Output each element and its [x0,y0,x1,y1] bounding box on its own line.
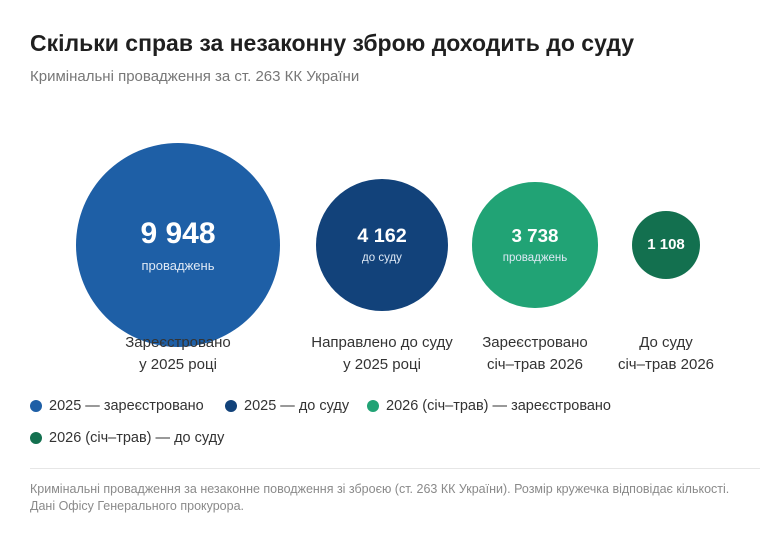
caption-line-1: До суду [639,334,693,351]
bubble-caption: Зареєстровано у 2025 році [83,332,273,376]
bubble-2: 4 162 до суду [316,179,448,311]
caption-line-2: січ–трав 2026 [617,356,715,373]
legend-swatch [225,400,237,412]
footer-divider [30,468,760,469]
bubble-unit-label: проваджень [141,258,215,273]
bubble-caption: До суду січ–трав 2026 [571,332,761,376]
caption-line-1: Зареєстровано [125,334,231,351]
legend-label: 2025 — до суду [244,398,350,414]
chart-subtitle: Кримінальні провадження за ст. 263 КК Ук… [30,68,360,85]
bubble-3: 3 738 проваджень [472,182,598,308]
bubble-unit-label: до суду [362,252,402,265]
source-note: Кримінальні провадження за незаконне пов… [30,482,730,513]
legend-item: 2026 (січ–трав) — зареєстровано [367,398,611,414]
legend-swatch [30,400,42,412]
bubble-value-label: 4 162 [357,224,407,247]
bubble-value-label: 1 108 [647,235,685,253]
caption-line-1: Направлено до суду [311,334,453,351]
caption-line-2: січ–трав 2026 [486,356,584,373]
bubble-chart: 9 948 проваджень Зареєстровано у 2025 році 4… [0,100,768,390]
bubble-4: 1 108 [631,210,701,280]
legend-label: 2026 (січ–трав) — до суду [49,430,225,446]
bubble-caption: Направлено до суду у 2025 році [287,332,477,376]
bubble-caption: Зареєстровано січ–трав 2026 [440,332,630,376]
legend-label: 2025 — зареєстровано [49,398,204,414]
bubble-unit-label: проваджень [502,251,568,264]
caption-line-2: у 2025 році [343,356,421,373]
legend-item: 2026 (січ–трав) — до суду [30,430,224,446]
legend-swatch [30,432,42,444]
caption-line-1: Зареєстровано [482,334,588,351]
legend-swatch [367,400,379,412]
bubble-1: 9 948 проваджень [76,143,280,347]
bubble-value-label: 9 948 [140,217,216,250]
legend-label: 2026 (січ–трав) — зареєстровано [386,398,611,414]
chart-title: Скільки справ за незаконну зброю доходит… [30,30,634,56]
bubble-value-label: 3 738 [511,225,559,247]
legend-item: 2025 — зареєстровано [30,398,204,414]
caption-line-2: у 2025 році [139,356,217,373]
legend-item: 2025 — до суду [225,398,349,414]
